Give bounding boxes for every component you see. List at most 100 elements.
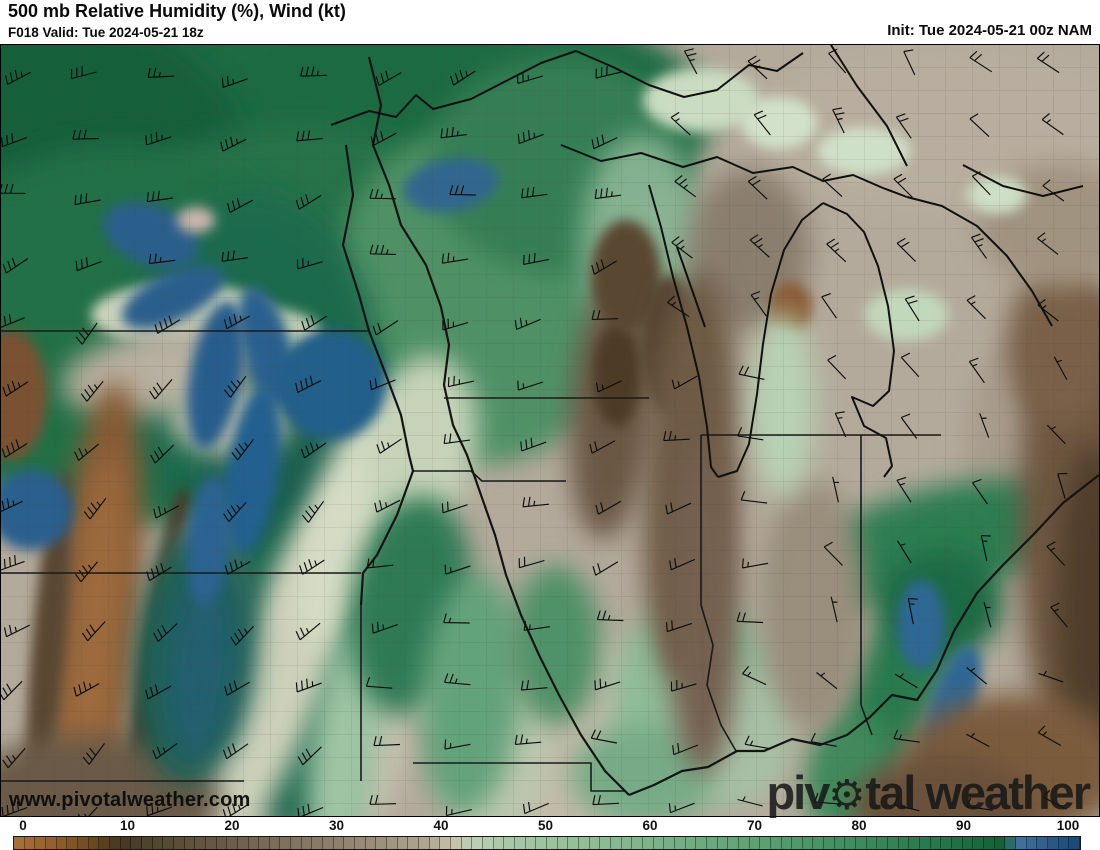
- colorbar-segment: [728, 837, 739, 849]
- state-borders: [1, 330, 941, 792]
- colorbar-segment: [291, 837, 302, 849]
- page-title: 500 mb Relative Humidity (%), Wind (kt): [8, 1, 346, 21]
- colorbar-segment: [792, 837, 803, 849]
- colorbar-segment: [355, 837, 366, 849]
- colorbar-segment: [1069, 837, 1080, 849]
- colorbar-segment: [504, 837, 516, 849]
- colorbar-segment: [45, 837, 57, 849]
- colorbar-segment: [760, 837, 771, 849]
- colorbar-segment: [248, 837, 260, 849]
- colorbar-segment: [493, 837, 505, 849]
- colorbar-segment: [952, 837, 963, 849]
- colorbar-segment: [749, 837, 761, 849]
- colorbar-segment: [802, 837, 814, 849]
- colorbar-segment: [216, 837, 228, 849]
- colorbar-segment: [195, 837, 206, 849]
- colorbar-segment: [419, 837, 430, 849]
- pivotal-weather-logo: piv⚙tal weather: [766, 765, 1091, 819]
- colorbar-segment: [35, 837, 46, 849]
- colorbar-segment: [483, 837, 494, 849]
- colorbar-segment: [600, 837, 611, 849]
- colorbar-segment: [877, 837, 889, 849]
- colorbar-segment: [962, 837, 974, 849]
- humidity-wind-map-canvas: [1, 45, 1099, 816]
- colorbar-segment: [451, 837, 462, 849]
- colorbar-segment: [152, 837, 164, 849]
- colorbar-tick: 100: [1056, 818, 1080, 833]
- colorbar-segment: [909, 837, 921, 849]
- colorbar-segment: [440, 837, 452, 849]
- colorbar-segment: [1058, 837, 1070, 849]
- colorbar-segment: [184, 837, 196, 849]
- lake-shorelines: [330, 45, 1084, 478]
- watermark-url: www.pivotalweather.com: [9, 789, 251, 811]
- colorbar-segment: [664, 837, 675, 849]
- colorbar-segment: [472, 837, 484, 849]
- colorbar-segment: [589, 837, 601, 849]
- colorbar-segment: [525, 837, 537, 849]
- valid-time-label: F018 Valid: Tue 2024-05-21 18z: [8, 25, 204, 40]
- county-grid: [1, 45, 1099, 816]
- rivers: [341, 56, 1099, 797]
- colorbar-segment: [1005, 837, 1017, 849]
- colorbar-tick: 30: [328, 818, 345, 833]
- colorbar-segment: [56, 837, 68, 849]
- colorbar-segment: [1048, 837, 1059, 849]
- colorbar-segment: [1016, 837, 1027, 849]
- colorbar-segment: [706, 837, 718, 849]
- colorbar-segment: [344, 837, 356, 849]
- colorbar-tick: 10: [119, 818, 136, 833]
- colorbar-segment: [888, 837, 899, 849]
- colorbar-segment: [717, 837, 729, 849]
- colorbar-segment: [88, 837, 100, 849]
- colorbar-segment: [515, 837, 526, 849]
- colorbar-segment: [24, 837, 36, 849]
- colorbar-segment: [1026, 837, 1038, 849]
- logo-text-prefix: piv: [766, 765, 830, 819]
- colorbar-segment: [376, 837, 388, 849]
- colorbar-segment: [131, 837, 142, 849]
- colorbar-segment: [930, 837, 942, 849]
- colorbar-tick: 20: [224, 818, 240, 833]
- colorbar-segment: [387, 837, 398, 849]
- colorbar-segment: [674, 837, 686, 849]
- colorbar-segment: [781, 837, 793, 849]
- colorbar-segment: [973, 837, 985, 849]
- colorbar-segment: [120, 837, 132, 849]
- colorbar-segment: [173, 837, 185, 849]
- colorbar-segment: [408, 837, 420, 849]
- colorbar: 0 10 20 30 40 50 60 70 80 90 100: [0, 818, 1100, 850]
- colorbar-segment: [845, 837, 857, 849]
- colorbar-segment: [824, 837, 835, 849]
- colorbar-segment: [227, 837, 238, 849]
- colorbar-tick: 90: [955, 818, 972, 833]
- colorbar-segment: [557, 837, 569, 849]
- colorbar-segment: [461, 837, 473, 849]
- colorbar-segment: [834, 837, 846, 849]
- colorbar-tick: 60: [642, 818, 658, 833]
- logo-text-suffix: tal weather: [865, 765, 1091, 819]
- colorbar-segment: [770, 837, 782, 849]
- colorbar-segment: [205, 837, 217, 849]
- colorbar-segment: [898, 837, 910, 849]
- colorbar-segment: [920, 837, 931, 849]
- colorbar-segment: [568, 837, 579, 849]
- header: 500 mb Relative Humidity (%), Wind (kt) …: [0, 0, 1100, 44]
- colorbar-tick: 50: [537, 818, 554, 833]
- colorbar-tick: 80: [851, 818, 867, 833]
- colorbar-segment: [1037, 837, 1049, 849]
- init-time-label: Init: Tue 2024-05-21 00z NAM: [887, 22, 1092, 39]
- colorbar-segment: [237, 837, 249, 849]
- colorbar-segment: [856, 837, 867, 849]
- colorbar-segment: [141, 837, 153, 849]
- colorbar-segment: [984, 837, 995, 849]
- colorbar-segment: [323, 837, 334, 849]
- colorbar-segment: [77, 837, 89, 849]
- colorbar-tick: 0: [19, 818, 27, 833]
- colorbar-segment: [14, 837, 25, 849]
- colorbar-segment: [546, 837, 558, 849]
- colorbar-segment: [653, 837, 665, 849]
- colorbar-segment: [621, 837, 633, 849]
- colorbar-segment: [578, 837, 590, 849]
